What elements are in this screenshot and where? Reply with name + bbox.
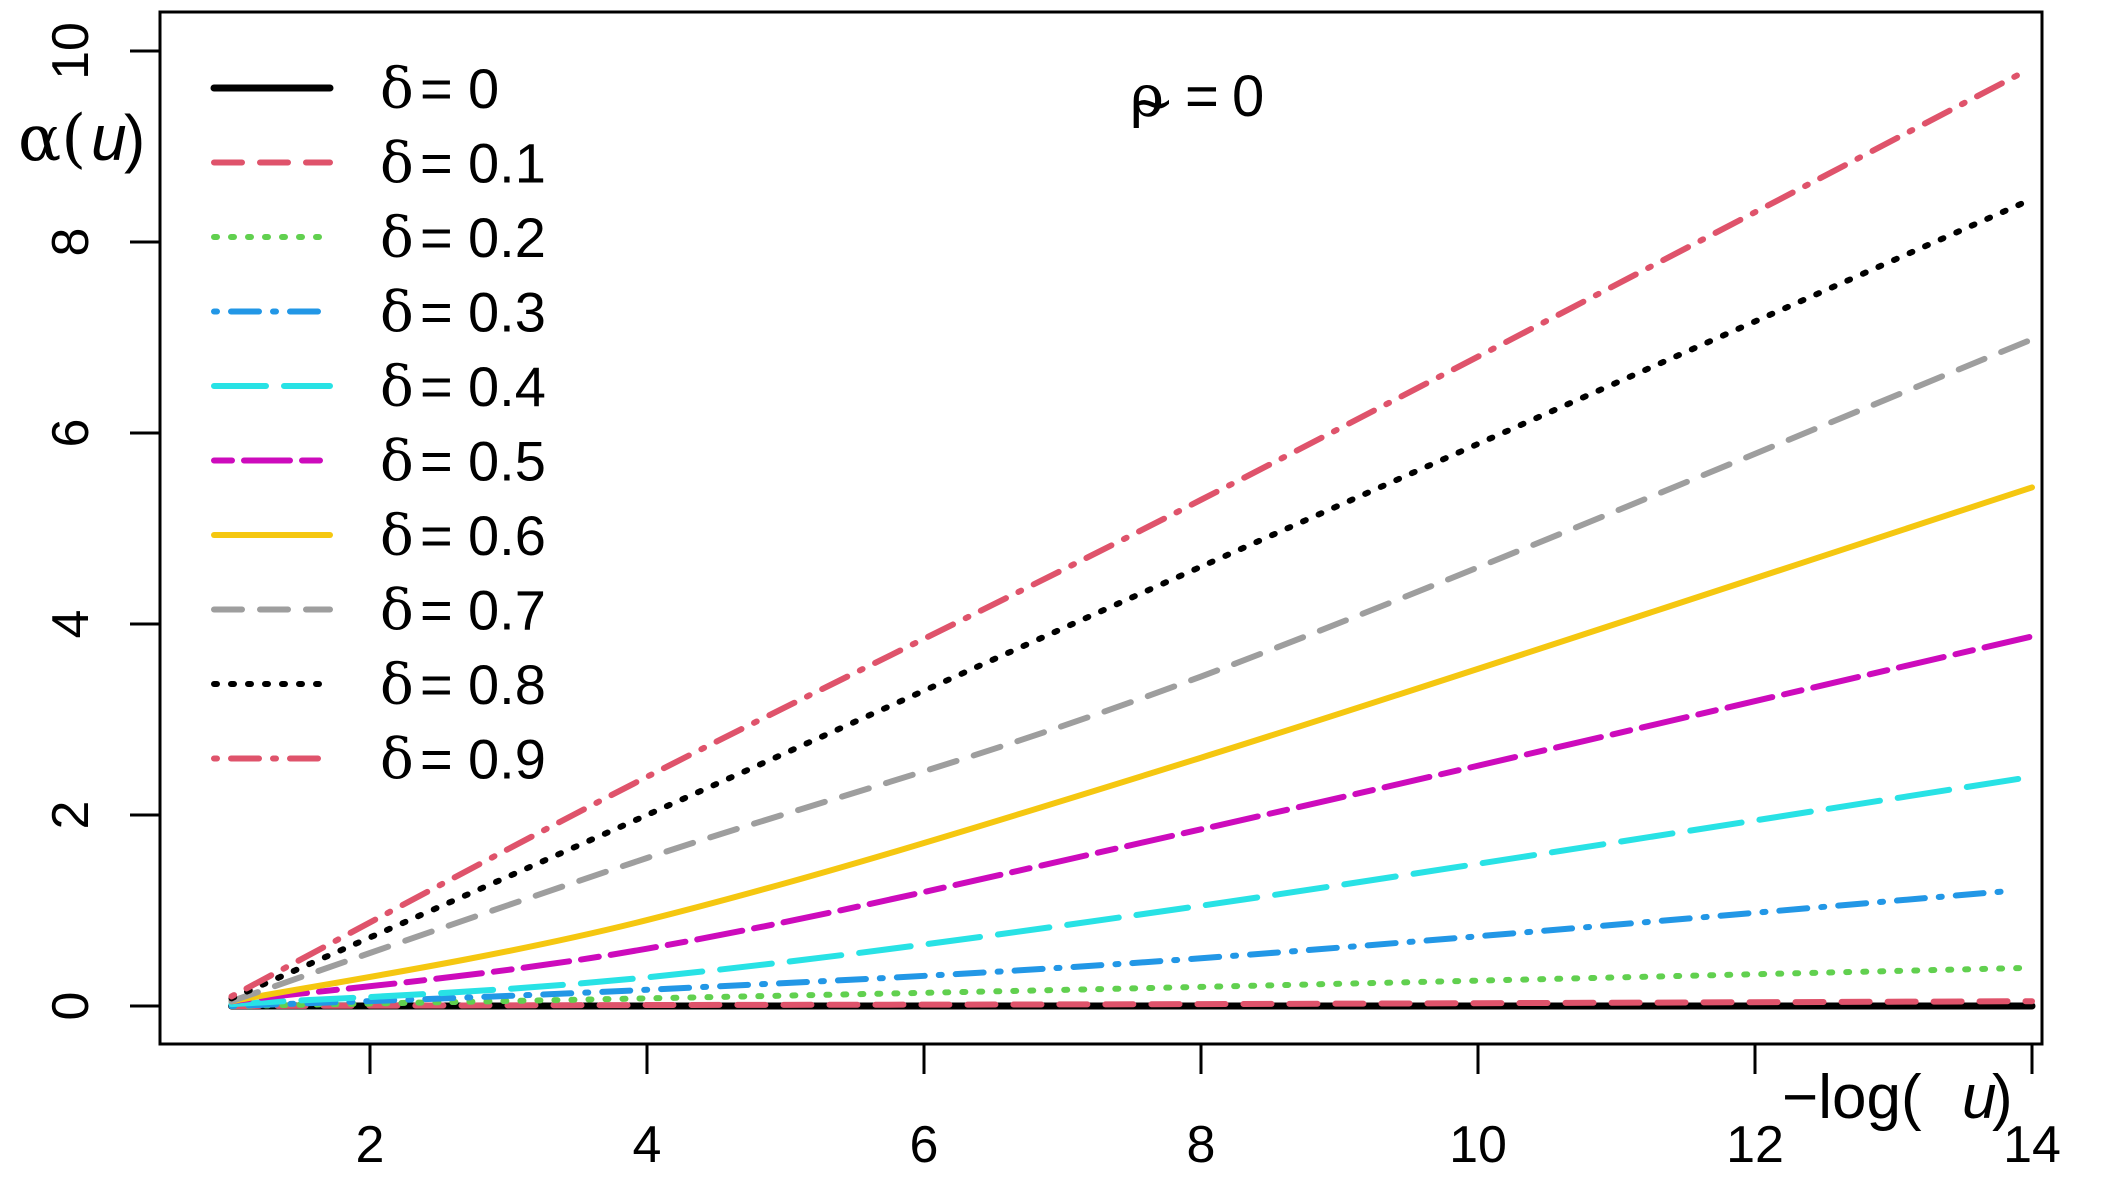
x-tick-label: 6 bbox=[910, 1116, 939, 1174]
legend-label-symbol: δ bbox=[380, 206, 414, 271]
y-axis-label-var: u bbox=[91, 102, 127, 174]
legend-label-equals: = bbox=[420, 430, 453, 493]
annotation-rho-accent: ~ bbox=[1128, 71, 1175, 136]
legend-label-symbol: δ bbox=[380, 281, 414, 346]
x-axis-label-var: u bbox=[1962, 1063, 1996, 1132]
series-line-9 bbox=[228, 71, 2022, 1000]
legend-label-symbol: δ bbox=[380, 653, 414, 718]
legend-label-value: 0 bbox=[468, 57, 499, 120]
legend-label-value: 0.3 bbox=[468, 281, 546, 344]
y-tick-label: 8 bbox=[42, 228, 100, 257]
series-line-6 bbox=[228, 484, 2035, 1005]
legend-label-symbol: δ bbox=[380, 430, 414, 495]
legend-label-symbol: δ bbox=[380, 355, 414, 420]
annotation-equals: = bbox=[1185, 64, 1219, 129]
legend-label-symbol: δ bbox=[380, 57, 414, 122]
legend-label-value: 0.1 bbox=[468, 132, 546, 195]
x-tick-label: 8 bbox=[1187, 1116, 1216, 1174]
legend-label-symbol: δ bbox=[380, 132, 414, 197]
series-line-1 bbox=[228, 998, 2035, 1009]
y-tick-label: 0 bbox=[42, 992, 100, 1021]
axis-layer: 2 4 6 8 10 12 14 0 2 4 6 8 10 bbox=[42, 22, 2061, 1174]
legend-label-equals: = bbox=[420, 504, 453, 567]
legend-label-equals: = bbox=[420, 57, 453, 120]
legend: δ = 0δ = 0.1δ = 0.2δ = 0.3δ = 0.4δ = 0.5δ = 0.6δ = 0.7δ =… bbox=[210, 57, 546, 793]
y-tick-label: 2 bbox=[42, 801, 100, 830]
legend-label-equals: = bbox=[420, 355, 453, 418]
legend-label-symbol: δ bbox=[380, 579, 414, 644]
annotation-rho: ρ bbox=[1130, 62, 1164, 130]
y-tick-label: 10 bbox=[42, 22, 100, 80]
series-layer bbox=[228, 71, 2036, 1010]
series-line-7 bbox=[228, 336, 2035, 1005]
legend-label-value: 0.8 bbox=[468, 653, 546, 716]
x-tick-label: 14 bbox=[2003, 1116, 2061, 1174]
series-line-4 bbox=[228, 773, 2035, 1008]
legend-label-equals: = bbox=[420, 206, 453, 269]
legend-label-value: 0.4 bbox=[468, 355, 546, 418]
x-tick-label: 12 bbox=[1726, 1116, 1784, 1174]
legend-label-value: 0.5 bbox=[468, 430, 546, 493]
legend-label-equals: = bbox=[420, 281, 453, 344]
legend-label-equals: = bbox=[420, 579, 453, 642]
y-tick-label: 4 bbox=[42, 610, 100, 639]
legend-label-equals: = bbox=[420, 728, 453, 791]
legend-label-value: 0.6 bbox=[468, 504, 546, 567]
legend-label-value: 0.9 bbox=[468, 728, 546, 791]
x-axis-label-prefix: −log( bbox=[1782, 1063, 1922, 1132]
legend-label-value: 0.2 bbox=[468, 206, 546, 269]
legend-label-equals: = bbox=[420, 132, 453, 195]
y-axis-label-prefix: α( bbox=[18, 102, 86, 176]
legend-label-symbol: δ bbox=[380, 728, 414, 793]
series-line-5 bbox=[228, 633, 2035, 1005]
y-axis-label-suffix: ) bbox=[124, 102, 145, 174]
series-line-3 bbox=[228, 888, 2008, 1009]
x-tick-label: 2 bbox=[356, 1116, 385, 1174]
x-tick-label: 4 bbox=[633, 1116, 662, 1174]
legend-label-equals: = bbox=[420, 653, 453, 716]
y-tick-label: 6 bbox=[42, 419, 100, 448]
annotation-value: 0 bbox=[1232, 64, 1264, 129]
legend-label-value: 0.7 bbox=[468, 579, 546, 642]
x-tick-label: 10 bbox=[1449, 1116, 1507, 1174]
legend-label-symbol: δ bbox=[380, 504, 414, 569]
x-axis-label-suffix: ) bbox=[1992, 1063, 2013, 1132]
series-line-8 bbox=[228, 196, 2035, 1002]
